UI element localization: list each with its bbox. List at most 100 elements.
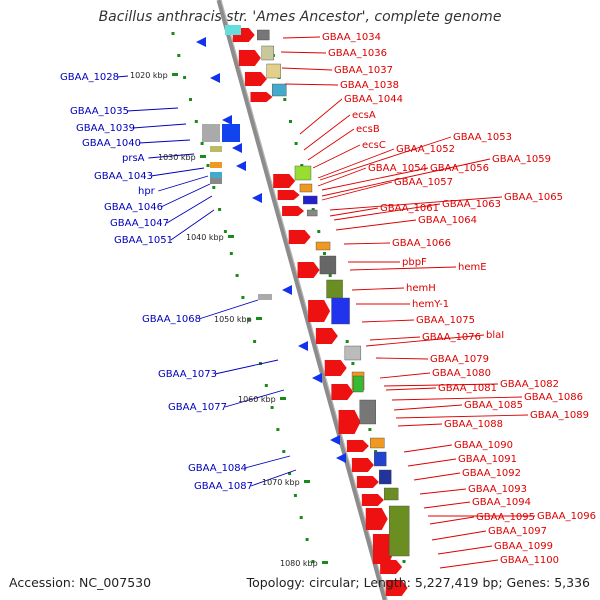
forward-label-leader [307,128,355,161]
reverse-gene-label: GBAA_1073 [158,369,217,380]
genome-title: Bacillus anthracis str. 'Ames Ancestor',… [98,9,502,25]
reverse-gene-label: GBAA_1077 [168,402,227,413]
forward-label-leader [284,83,339,86]
reverse-label-leader [148,153,195,159]
reverse-label-leader [138,139,191,144]
forward-gene-label: hemH [406,283,436,294]
forward-gene-block [385,580,408,596]
reverse-gene-box [222,124,240,142]
reverse-gene-arrow [222,115,232,125]
reverse-gene-box [210,178,222,184]
forward-gene-label: GBAA_1090 [454,440,513,451]
reverse-label-leader [198,299,259,320]
scale-tick [322,561,328,564]
forward-gene-block [380,560,403,574]
forward-gene-label: GBAA_1089 [530,410,589,421]
forward-gene-label: GBAA_1097 [488,526,547,537]
outer-left-tick-rail-dot [241,296,245,299]
forward-gene-label: GBAA_1064 [418,215,477,226]
gene-color-box [306,209,318,217]
reverse-gene-box [210,172,222,178]
forward-gene-block [250,92,273,102]
reverse-gene-label: hpr [138,186,156,197]
scale-label: 1080 kbp [280,559,318,568]
forward-label-leader [299,98,343,135]
forward-gene-block [238,50,261,66]
forward-gene-label: GBAA_1053 [453,132,512,143]
gene-color-box [331,297,350,325]
forward-gene-label: GBAA_1079 [430,354,489,365]
forward-gene-block [351,458,374,472]
forward-label-leader [379,372,431,379]
reverse-gene-box [210,146,222,152]
gene-color-box [303,195,318,205]
scale-tick [304,480,310,483]
outer-left-tick-rail-dot [264,384,268,387]
forward-gene-label: GBAA_1091 [458,454,517,465]
forward-label-leader [349,266,457,271]
forward-label-leader [375,357,429,360]
reverse-gene-label: GBAA_1028 [60,72,119,83]
inner-right-tick-rail-dot [283,98,287,101]
forward-gene-block [273,174,296,188]
reverse-gene-label: GBAA_1051 [114,235,173,246]
outer-left-tick-rail-dot [288,472,292,475]
forward-label-leader [317,167,367,187]
forward-label-leader [423,501,471,509]
forward-gene-block [356,476,379,488]
inner-right-tick-rail-dot [289,120,292,123]
forward-label-leader [383,383,499,387]
outer-left-tick-rail-dot [276,428,280,431]
outer-left-tick-rail-dot [270,406,274,409]
forward-gene-label: GBAA_1054 [368,163,427,174]
forward-label-leader [321,181,393,201]
forward-label-leader [312,144,361,169]
forward-label-leader [361,319,415,323]
forward-label-leader [329,207,379,217]
forward-gene-block [308,300,331,322]
scale-label: 1060 kbp [238,395,276,404]
reverse-gene-label: prsA [122,153,145,164]
reverse-gene-box [225,25,241,35]
reverse-gene-arrow [252,193,262,203]
reverse-gene-label: GBAA_1035 [70,106,129,117]
gene-color-box [299,183,313,193]
outer-left-tick-rail-dot [212,186,216,189]
outer-left-tick-rail-dot [247,318,251,321]
gene-color-box [272,83,287,97]
forward-label-leader [333,203,441,221]
forward-gene-label: GBAA_1093 [468,484,527,495]
forward-label-leader [391,396,523,401]
forward-gene-label: GBAA_1088 [444,419,503,430]
forward-label-leader [281,67,333,71]
forward-gene-label: GBAA_1056 [430,163,489,174]
reverse-gene-arrow [336,453,346,463]
outer-left-tick-rail-dot [171,32,175,35]
forward-label-leader [385,387,437,391]
forward-gene-label: GBAA_1085 [464,400,523,411]
forward-gene-label: GBAA_1099 [494,541,553,552]
outer-left-tick-rail-dot [229,252,233,255]
forward-label-leader [335,219,417,231]
forward-label-leader [319,136,452,181]
outer-left-tick-rail-dot [194,120,198,123]
forward-label-leader [329,196,503,211]
forward-gene-label: GBAA_1059 [492,154,551,165]
reverse-gene-label: GBAA_1043 [94,171,153,182]
inner-right-tick-rail-dot [323,252,326,255]
forward-label-leader [317,148,395,179]
forward-gene-label: GBAA_1036 [328,48,387,59]
reverse-label-leader [132,123,187,129]
gene-color-box [383,487,399,501]
gene-color-box [352,375,364,393]
scale-label: 1040 kbp [186,233,224,242]
forward-gene-block [277,190,300,200]
outer-left-tick-rail-dot [223,230,227,233]
forward-gene-block [331,384,354,400]
reverse-gene-label: GBAA_1046 [104,202,163,213]
inner-right-tick-rail-dot [368,428,372,431]
scale-tick [172,73,178,76]
outer-left-tick-rail-dot [200,142,204,145]
